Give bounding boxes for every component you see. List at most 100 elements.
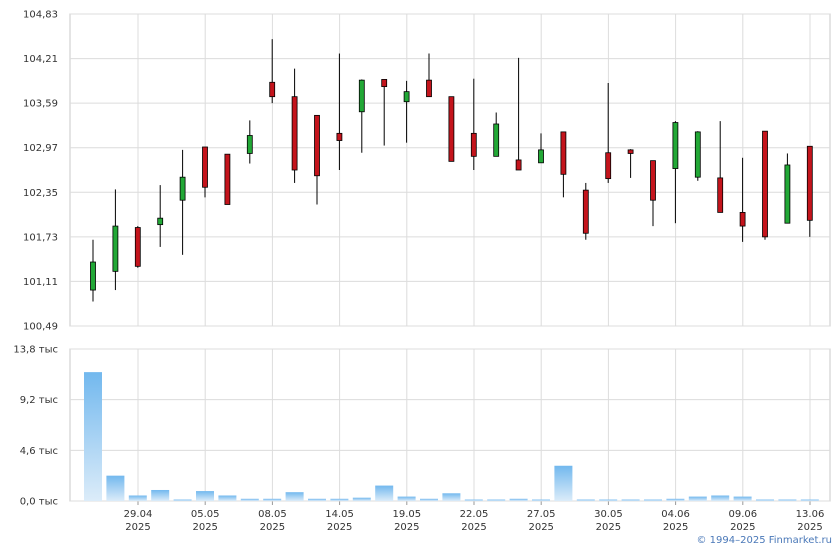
x-tick-label: 04.06 (661, 509, 690, 520)
volume-bar (800, 499, 819, 501)
candle-body (515, 159, 522, 171)
volume-bar (733, 496, 752, 501)
volume-bar (442, 493, 461, 501)
x-tick-year: 2025 (797, 522, 822, 533)
candle-body (336, 132, 343, 141)
candle-body (806, 145, 813, 221)
candle-body (605, 152, 612, 180)
volume-bar (330, 498, 349, 501)
candle-body (224, 153, 231, 205)
price-panel-frame (69, 13, 831, 327)
x-tick-year: 2025 (394, 522, 419, 533)
x-tick-label: 09.06 (728, 509, 757, 520)
x-tick-year: 2025 (528, 522, 553, 533)
price-y-tick-label: 104,83 (23, 10, 58, 21)
volume-bar (666, 498, 685, 501)
candle-body (672, 122, 679, 169)
x-tick-year: 2025 (730, 522, 755, 533)
volume-bar (599, 499, 618, 501)
volume-bar (554, 465, 573, 501)
candle-body (448, 96, 455, 162)
volume-y-tick-label: 9,2 тыс (20, 395, 58, 406)
volume-bar (464, 499, 483, 501)
volume-bar (420, 498, 438, 501)
x-tick-label: 14.05 (325, 509, 354, 520)
x-tick-year: 2025 (596, 522, 621, 533)
volume-bar (644, 499, 662, 501)
volume-bar (487, 499, 506, 501)
x-tick-year: 2025 (192, 522, 217, 533)
candle-body (627, 149, 634, 154)
candle-body (650, 160, 656, 201)
volume-bar (196, 491, 214, 501)
volume-bar (621, 499, 640, 501)
volume-bar (375, 485, 394, 501)
candle-body (538, 149, 544, 164)
candle-body (582, 189, 589, 234)
volume-bar (240, 498, 259, 501)
volume-bar (285, 492, 304, 501)
volume-bar (756, 499, 774, 501)
volume-bar (509, 498, 528, 501)
x-tick-label: 13.06 (796, 509, 825, 520)
volume-bar (263, 498, 282, 501)
candle-body (493, 123, 500, 157)
candle-body (202, 146, 208, 188)
x-tick-label: 22.05 (460, 509, 489, 520)
volume-bar (128, 495, 147, 501)
x-tick-year: 2025 (125, 522, 150, 533)
volume-y-tick-label: 13,8 тыс (13, 345, 58, 356)
x-tick-year: 2025 (327, 522, 352, 533)
price-y-tick-label: 100,49 (23, 322, 58, 333)
volume-bar (711, 495, 730, 501)
candle-body (739, 212, 746, 227)
candle-body (314, 114, 320, 177)
price-y-tick-label: 102,35 (23, 188, 58, 199)
candle-body (358, 79, 365, 113)
candle-body (403, 91, 410, 103)
x-tick-label: 05.05 (191, 509, 220, 520)
volume-bar (688, 496, 707, 501)
candle-body (134, 227, 141, 267)
volume-bar (218, 495, 237, 501)
x-tick-label: 29.04 (124, 509, 153, 520)
x-tick-label: 27.05 (527, 509, 556, 520)
candle-body (157, 217, 164, 226)
copyright-text[interactable]: © 1994–2025 Finmarket.ru (696, 535, 832, 546)
candle-body (694, 131, 701, 178)
candle-body (470, 132, 477, 157)
x-tick-label: 30.05 (594, 509, 623, 520)
volume-bar (778, 499, 797, 501)
candle-body (717, 177, 724, 213)
candle-body (426, 79, 432, 98)
x-tick-year: 2025 (663, 522, 688, 533)
candle-body (246, 135, 253, 154)
volume-bar (84, 372, 102, 501)
volume-bar (532, 499, 550, 501)
volume-bar (308, 498, 326, 501)
x-tick-label: 19.05 (392, 509, 421, 520)
volume-bar (151, 489, 170, 501)
volume-bar (173, 499, 192, 501)
candle-body (90, 261, 96, 291)
price-y-tick-label: 104,21 (23, 54, 58, 65)
volume-y-tick-label: 0,0 тыс (20, 497, 58, 508)
price-y-tick-label: 103,59 (23, 99, 58, 110)
price-y-tick-label: 101,11 (23, 277, 58, 288)
x-tick-year: 2025 (461, 522, 486, 533)
candle-body (381, 79, 388, 88)
candle-body (762, 130, 768, 238)
volume-bar (397, 496, 416, 501)
volume-y-tick-label: 4,6 тыс (20, 446, 58, 457)
candle-body (291, 96, 298, 171)
volume-bar (106, 475, 125, 501)
candle-body (112, 225, 119, 272)
candle-body (179, 176, 186, 201)
candle-body (269, 81, 276, 98)
price-y-tick-label: 102,97 (23, 143, 58, 154)
price-y-tick-label: 101,73 (23, 232, 58, 243)
volume-panel-frame (69, 348, 831, 502)
candle-body (784, 164, 791, 224)
x-tick-year: 2025 (260, 522, 285, 533)
